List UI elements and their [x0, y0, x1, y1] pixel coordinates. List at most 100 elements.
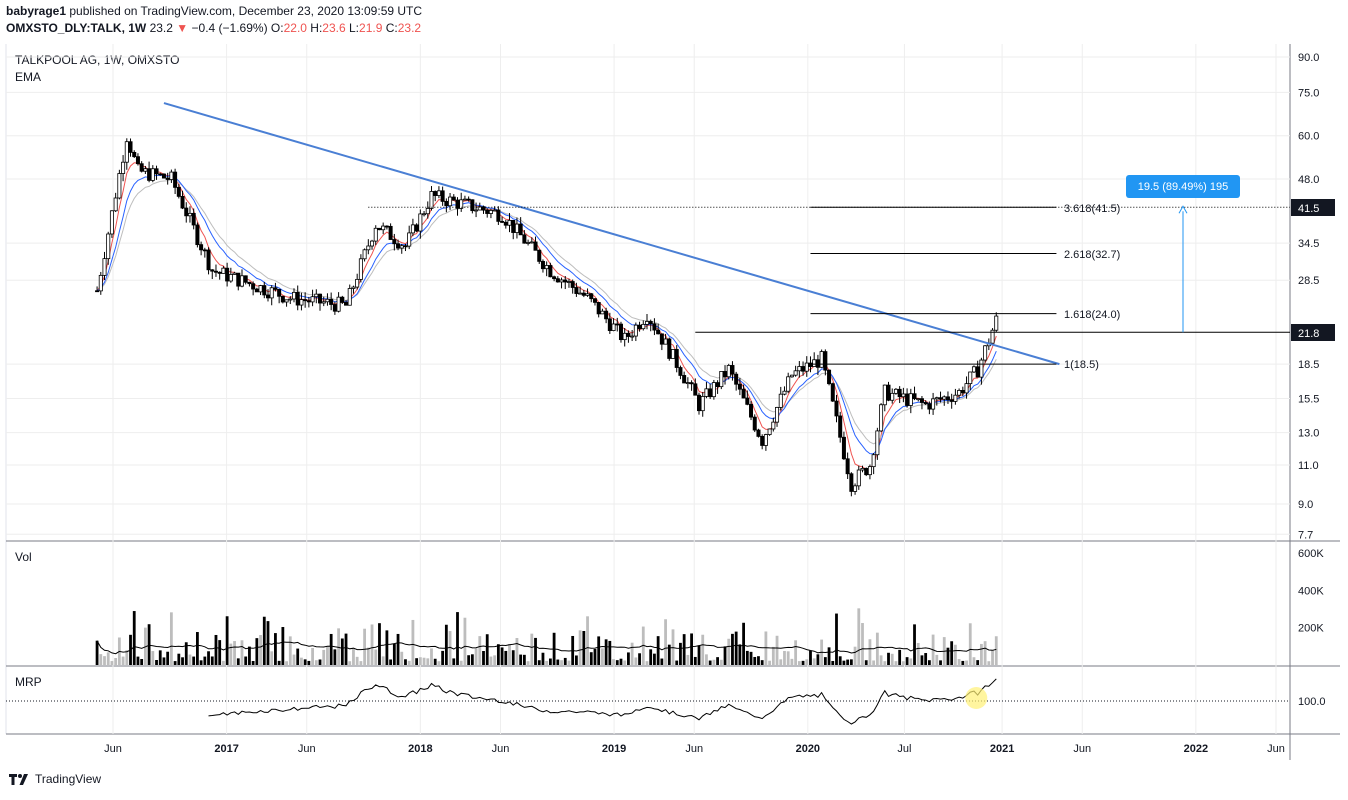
candle-body	[176, 186, 181, 197]
volume-bar	[195, 632, 199, 665]
tradingview-footer[interactable]: TradingView	[8, 772, 101, 786]
candle-body	[529, 241, 534, 244]
volume-bar	[504, 650, 508, 665]
candle-body	[269, 287, 274, 299]
volume-bar	[994, 636, 998, 665]
time-tick-label: Jun	[685, 743, 703, 755]
volume-bar	[731, 633, 734, 665]
candle-body	[927, 403, 932, 410]
volume-bar	[857, 608, 861, 665]
volume-bar	[991, 649, 994, 665]
volume-bar	[831, 660, 835, 665]
volume-bar	[248, 646, 251, 665]
volume-bar	[99, 654, 103, 665]
ema-fast-line	[96, 162, 997, 470]
volume-bar	[560, 660, 563, 665]
candle-body	[143, 168, 148, 172]
candle-body	[522, 234, 527, 244]
volume-bar	[322, 649, 326, 665]
candle-body	[351, 286, 356, 289]
candle-body	[121, 161, 126, 174]
volume-bar	[508, 644, 511, 665]
symbol-label[interactable]: OMXSTO_DLY:TALK, 1W	[6, 21, 147, 35]
candle-body	[659, 333, 664, 345]
candle-body	[960, 390, 965, 394]
candle-body	[481, 206, 486, 211]
volume-bar	[901, 661, 905, 665]
drawings[interactable]	[163, 102, 1290, 366]
trendline	[163, 102, 1060, 366]
candle-body	[199, 244, 204, 251]
volume-bar	[716, 657, 719, 665]
candle-body	[213, 270, 218, 273]
candle-body	[596, 301, 601, 315]
price-tick-label: 11.0	[1298, 460, 1319, 472]
candle-body	[158, 173, 163, 176]
volume-bar	[259, 635, 262, 665]
candle-body	[462, 198, 467, 201]
candle-body	[637, 324, 642, 330]
candle-body	[864, 467, 869, 476]
candle-body	[871, 454, 876, 468]
volume-bar	[630, 642, 634, 665]
candle-body	[916, 398, 921, 401]
candle-body	[990, 329, 995, 344]
candle-body	[440, 190, 445, 202]
candle-body	[492, 209, 497, 212]
volume-bar	[199, 660, 203, 665]
candle-body	[979, 359, 984, 378]
price-tag-top: 41.5	[1298, 203, 1319, 215]
candle-body	[321, 301, 326, 304]
volume-bar	[805, 659, 809, 665]
candle-body	[860, 467, 865, 471]
time-tick-label: Jun	[104, 743, 122, 755]
volume-bar	[467, 655, 471, 665]
candle-body	[931, 398, 936, 410]
volume-bar	[493, 655, 497, 665]
candle-body	[585, 293, 590, 296]
candle-body	[589, 293, 594, 300]
candle-body	[827, 369, 832, 385]
candle-body	[381, 225, 386, 231]
volume-bar	[485, 634, 489, 665]
volume-bar	[916, 642, 920, 665]
candle-body	[604, 310, 609, 320]
volume-bar	[463, 617, 467, 665]
volume-bar	[849, 659, 853, 665]
candle-body	[187, 212, 192, 217]
candle-body	[819, 351, 824, 368]
volume-bar	[697, 645, 701, 665]
volume-bar	[905, 657, 909, 665]
measure-arrow-head	[1178, 205, 1188, 214]
volume-bar	[262, 616, 266, 665]
close-label: C:	[385, 21, 398, 35]
candle-body	[340, 296, 345, 303]
volume-bar	[783, 650, 786, 665]
low-value: 21.9	[359, 21, 383, 35]
volume-bar	[675, 660, 679, 665]
main-pane-title: TALKPOOL AG, 1W, OMXSTO	[15, 53, 180, 67]
low-label: L:	[349, 21, 360, 35]
volume-bar	[459, 660, 463, 665]
volume-bar	[444, 624, 448, 665]
candle-body	[191, 212, 196, 226]
fib-label-2618[interactable]: 2.618(32.7)	[1064, 249, 1120, 261]
candle-body	[767, 428, 772, 435]
price-tag-current: 21.8	[1298, 328, 1319, 340]
volume-bar	[378, 623, 381, 665]
candle-body	[700, 396, 705, 412]
volume-bar	[318, 659, 322, 665]
volume-bar	[430, 648, 433, 665]
volume-bar	[809, 650, 812, 665]
volume-bar	[522, 654, 526, 665]
fib-label-1618[interactable]: 1.618(24.0)	[1064, 309, 1120, 321]
fib-label-3618[interactable]: 3.618(41.5)	[1064, 203, 1120, 215]
candle-body	[503, 221, 508, 226]
volume-bar	[140, 659, 144, 665]
candle-body	[804, 362, 809, 372]
fib-label-1[interactable]: 1(18.5)	[1064, 359, 1099, 371]
candle-body	[830, 383, 835, 402]
publisher-name[interactable]: babyrage1	[6, 4, 67, 18]
measure-label-box[interactable]	[1126, 175, 1240, 198]
